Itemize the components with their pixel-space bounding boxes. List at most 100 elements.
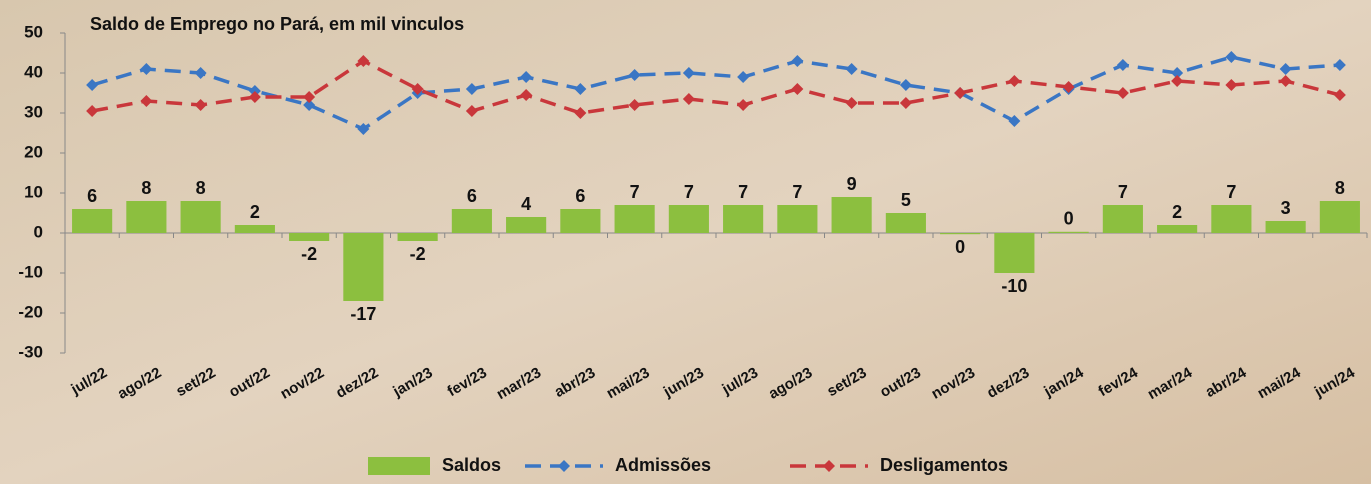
marker bbox=[1333, 89, 1346, 101]
marker bbox=[520, 71, 533, 83]
marker bbox=[737, 99, 750, 111]
marker bbox=[194, 99, 207, 111]
marker bbox=[899, 97, 912, 109]
data-label: 6 bbox=[467, 186, 477, 206]
marker bbox=[86, 105, 99, 117]
data-label: 0 bbox=[955, 237, 965, 257]
data-label: 7 bbox=[1118, 182, 1128, 202]
y-tick-label: 0 bbox=[34, 222, 43, 241]
marker bbox=[682, 67, 695, 79]
data-label: -17 bbox=[350, 304, 376, 324]
y-tick-label: -30 bbox=[18, 342, 43, 361]
marker bbox=[1279, 63, 1292, 75]
bar bbox=[831, 197, 872, 233]
data-label: 8 bbox=[141, 178, 151, 198]
y-tick-label: 50 bbox=[24, 22, 43, 41]
marker bbox=[303, 99, 316, 111]
bar bbox=[994, 233, 1035, 273]
marker bbox=[1008, 115, 1021, 127]
marker bbox=[357, 55, 370, 67]
bar bbox=[1319, 201, 1360, 233]
marker bbox=[1062, 81, 1075, 93]
bar bbox=[126, 201, 167, 233]
chart-title: Saldo de Emprego no Pará, em mil vinculo… bbox=[90, 14, 464, 34]
bar bbox=[180, 201, 221, 233]
bar bbox=[72, 209, 113, 233]
legend-marker bbox=[823, 460, 835, 472]
data-label: 7 bbox=[630, 182, 640, 202]
marker bbox=[1116, 59, 1129, 71]
data-label: 2 bbox=[1172, 202, 1182, 222]
bar bbox=[777, 205, 818, 233]
line-series bbox=[91, 55, 1341, 131]
marker bbox=[465, 83, 478, 95]
bar bbox=[1265, 221, 1306, 233]
marker bbox=[574, 107, 587, 119]
bar bbox=[1211, 205, 1252, 233]
y-tick-label: 40 bbox=[24, 62, 43, 81]
marker bbox=[411, 83, 424, 95]
marker bbox=[357, 123, 370, 135]
marker bbox=[303, 91, 316, 103]
data-label: 2 bbox=[250, 202, 260, 222]
marker bbox=[1225, 79, 1238, 91]
marker bbox=[1171, 67, 1184, 79]
y-tick-label: 20 bbox=[24, 142, 43, 161]
marker bbox=[1171, 75, 1184, 87]
marker bbox=[845, 97, 858, 109]
data-label: 5 bbox=[901, 190, 911, 210]
marker bbox=[1116, 87, 1129, 99]
marker bbox=[194, 67, 207, 79]
data-label: 6 bbox=[87, 186, 97, 206]
marker bbox=[899, 79, 912, 91]
bar bbox=[940, 233, 981, 235]
bar bbox=[723, 205, 764, 233]
marker bbox=[1333, 59, 1346, 71]
marker bbox=[791, 55, 804, 67]
bar bbox=[343, 233, 384, 301]
data-label: 7 bbox=[1226, 182, 1236, 202]
marker bbox=[791, 83, 804, 95]
marker bbox=[1008, 75, 1021, 87]
data-label: 0 bbox=[1064, 209, 1074, 229]
line-series bbox=[91, 58, 1341, 115]
data-label: -10 bbox=[1001, 276, 1027, 296]
marker bbox=[1279, 75, 1292, 87]
y-tick-label: -20 bbox=[18, 302, 43, 321]
marker bbox=[954, 87, 967, 99]
marker bbox=[248, 91, 261, 103]
data-label: 3 bbox=[1281, 198, 1291, 218]
data-label: 8 bbox=[1335, 178, 1345, 198]
data-label: 6 bbox=[575, 186, 585, 206]
bar bbox=[1102, 205, 1143, 233]
data-label: 9 bbox=[847, 174, 857, 194]
data-label: -2 bbox=[301, 244, 317, 264]
legend-swatch bbox=[368, 457, 430, 475]
legend-label: Admissões bbox=[615, 455, 711, 475]
bar bbox=[1048, 231, 1089, 233]
marker bbox=[1225, 51, 1238, 63]
legend-label: Desligamentos bbox=[880, 455, 1008, 475]
data-label: 8 bbox=[196, 178, 206, 198]
marker bbox=[520, 89, 533, 101]
y-tick-label: -10 bbox=[18, 262, 43, 281]
data-label: 7 bbox=[738, 182, 748, 202]
marker bbox=[86, 79, 99, 91]
bar bbox=[885, 213, 926, 233]
data-label: 4 bbox=[521, 194, 531, 214]
y-tick-label: 10 bbox=[24, 182, 43, 201]
legend-label: Saldos bbox=[442, 455, 501, 475]
bar bbox=[451, 209, 492, 233]
bar bbox=[397, 233, 438, 241]
bar bbox=[614, 205, 655, 233]
marker bbox=[628, 69, 641, 81]
bar bbox=[560, 209, 601, 233]
marker bbox=[465, 105, 478, 117]
marker bbox=[574, 83, 587, 95]
marker bbox=[682, 93, 695, 105]
marker bbox=[845, 63, 858, 75]
data-label: -2 bbox=[410, 244, 426, 264]
data-label: 7 bbox=[792, 182, 802, 202]
bar bbox=[234, 225, 275, 233]
